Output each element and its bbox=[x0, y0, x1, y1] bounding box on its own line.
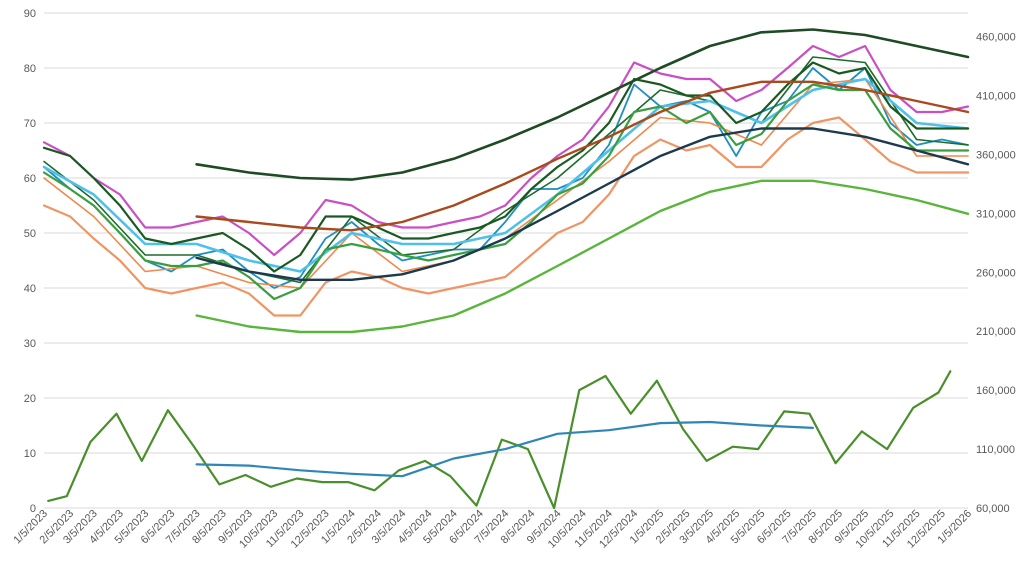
series-line-8 bbox=[42, 61, 970, 273]
left-tick-label: 0 bbox=[30, 503, 36, 515]
series-line-9 bbox=[195, 127, 970, 281]
series-line-4 bbox=[42, 77, 970, 273]
series-line-3 bbox=[43, 56, 969, 284]
right-tick-label: 410,000 bbox=[976, 91, 1016, 103]
x-axis-ticks: 1/5/20232/5/20233/5/20234/5/20235/5/2023… bbox=[11, 508, 974, 551]
left-tick-label: 90 bbox=[24, 8, 36, 20]
left-tick-label: 60 bbox=[24, 173, 36, 185]
right-tick-label: 260,000 bbox=[976, 267, 1016, 279]
series-line-14 bbox=[195, 420, 815, 478]
series-line-5 bbox=[42, 44, 970, 257]
series-line-11 bbox=[195, 28, 970, 181]
left-tick-label: 10 bbox=[24, 448, 36, 460]
right-tick-label: 160,000 bbox=[976, 385, 1016, 397]
right-tick-label: 310,000 bbox=[976, 208, 1016, 220]
right-tick-label: 60,000 bbox=[976, 503, 1010, 515]
right-tick-label: 360,000 bbox=[976, 149, 1016, 161]
series-line-7 bbox=[42, 83, 970, 301]
left-tick-label: 70 bbox=[24, 118, 36, 130]
left-tick-label: 20 bbox=[24, 393, 36, 405]
left-tick-label: 50 bbox=[24, 228, 36, 240]
right-tick-label: 110,000 bbox=[976, 444, 1015, 456]
right-axis-ticks: 60,000 110,000 160,000 210,000 260,000 310,00… bbox=[976, 32, 1016, 515]
right-tick-label: 460,000 bbox=[976, 32, 1016, 44]
left-axis-ticks: 0 10 20 30 40 50 60 70 80 90 bbox=[24, 8, 36, 515]
left-tick-label: 30 bbox=[24, 338, 36, 350]
right-tick-label: 210,000 bbox=[976, 326, 1016, 338]
series-line-13 bbox=[47, 370, 952, 510]
series-line-10 bbox=[195, 80, 970, 232]
left-tick-label: 80 bbox=[24, 63, 36, 75]
left-tick-label: 40 bbox=[24, 283, 36, 295]
series-line-6 bbox=[42, 116, 970, 317]
series-line-12 bbox=[195, 179, 970, 334]
series-lines bbox=[42, 28, 970, 510]
